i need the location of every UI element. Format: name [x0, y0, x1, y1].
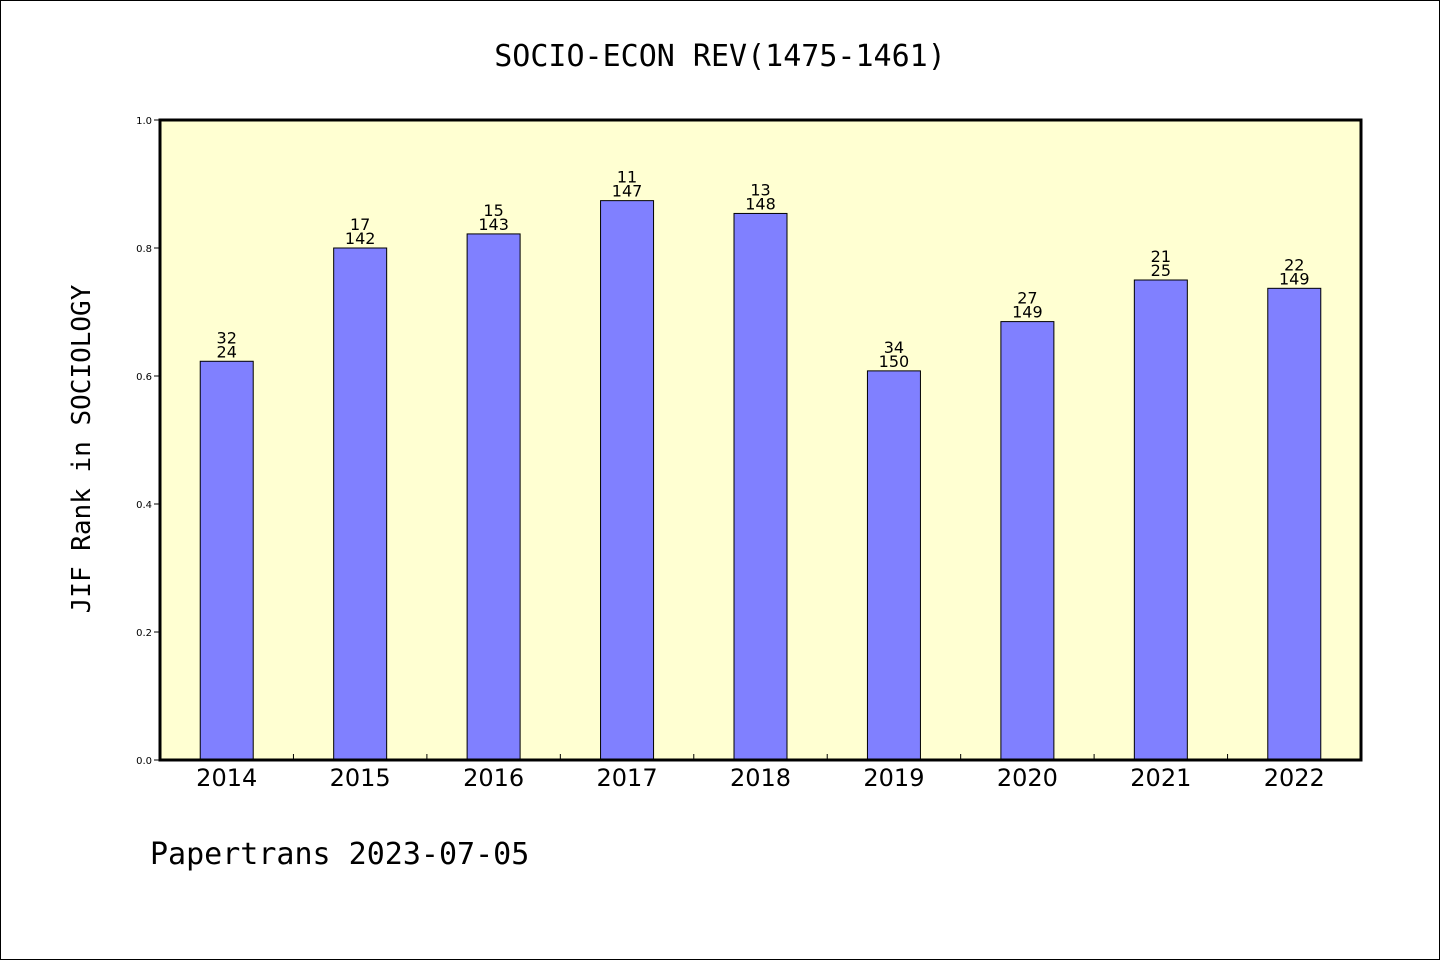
- y-tick-label: 0.4: [136, 500, 152, 511]
- x-tick-label: 2014: [196, 764, 257, 792]
- bar-2020: [1000, 321, 1055, 761]
- data-label-bottom: 143: [478, 215, 509, 234]
- y-axis-ticks: 0.0 0.2 0.4 0.6 0.8 1.0: [136, 116, 160, 767]
- data-label-top: 15: [483, 201, 503, 220]
- data-label-top: 32: [217, 328, 237, 347]
- data-label-bottom: 142: [345, 229, 376, 248]
- data-label-bottom: 148: [745, 194, 776, 213]
- data-label-bottom: 24: [217, 342, 237, 361]
- x-tick-label: 2016: [463, 764, 524, 792]
- x-tick-label: 2022: [1264, 764, 1325, 792]
- x-tick-label: 2019: [863, 764, 924, 792]
- footer-note: Papertrans 2023-07-05: [150, 837, 529, 872]
- x-tick-label: 2018: [730, 764, 791, 792]
- y-tick-label: 1.0: [136, 116, 152, 127]
- y-axis-label: JIF Rank in SOCIOLOGY: [67, 284, 97, 613]
- data-label-top: 17: [350, 215, 370, 234]
- data-label-bottom: 150: [879, 352, 910, 371]
- data-label-top: 34: [884, 338, 904, 357]
- y-tick-label: 0.0: [136, 756, 152, 767]
- chart-title: SOCIO-ECON REV(1475-1461): [494, 39, 946, 74]
- x-tick-label: 2020: [997, 764, 1058, 792]
- data-label-top: 11: [617, 168, 637, 187]
- x-axis-ticks: 2014 2015 2016 2017 2018 2019 2020 2021 2022: [196, 754, 1325, 792]
- bar-2015: [333, 247, 388, 761]
- bar-2021: [1133, 279, 1188, 761]
- bar-2018: [733, 212, 788, 761]
- plot-border: [158, 118, 1363, 762]
- bar-2019: [866, 370, 921, 761]
- data-label-top: 22: [1284, 255, 1304, 274]
- data-label-bottom: 149: [1012, 303, 1043, 322]
- y-tick-label: 0.6: [136, 372, 152, 383]
- data-label-bottom: 147: [612, 182, 643, 201]
- data-label-top: 27: [1017, 289, 1037, 308]
- data-label-bottom: 149: [1279, 269, 1310, 288]
- data-label-top: 13: [750, 180, 770, 199]
- bar-2022: [1267, 287, 1322, 761]
- bar-2016: [466, 233, 521, 761]
- x-tick-label: 2015: [330, 764, 391, 792]
- x-tick-label: 2017: [597, 764, 658, 792]
- y-tick-label: 0.8: [136, 244, 152, 255]
- x-tick-label: 2021: [1130, 764, 1191, 792]
- bar-2014: [199, 360, 254, 761]
- data-label-top: 21: [1151, 247, 1171, 266]
- y-tick-label: 0.2: [136, 628, 152, 639]
- bar-2017: [600, 200, 655, 761]
- data-label-bottom: 25: [1151, 261, 1171, 280]
